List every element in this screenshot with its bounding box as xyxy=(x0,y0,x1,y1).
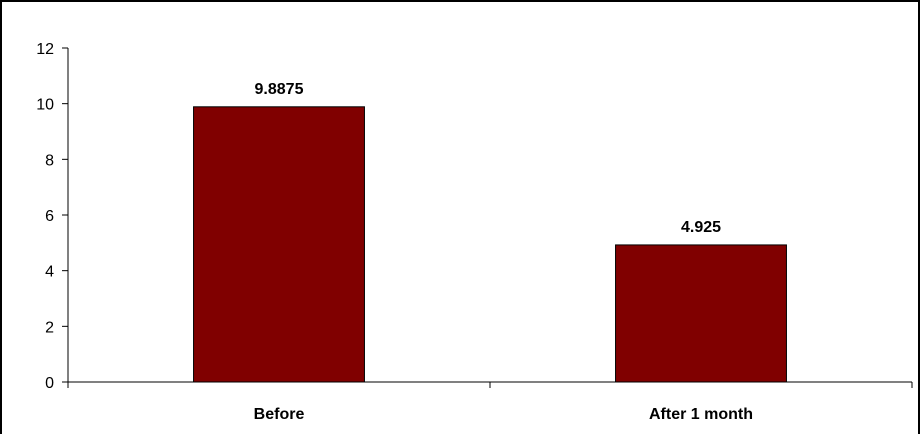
bars xyxy=(193,106,787,383)
y-tick-label: 10 xyxy=(36,97,54,114)
y-axis: 0 2 4 6 8 10 12 xyxy=(36,41,69,392)
y-tick-label: 4 xyxy=(45,264,54,281)
bar-0 xyxy=(193,106,365,383)
category-label-1: After 1 month xyxy=(649,406,753,423)
x-axis: Before After 1 month xyxy=(67,381,913,423)
y-tick-label: 0 xyxy=(45,375,54,392)
y-tick-label: 12 xyxy=(36,41,54,58)
y-tick-label: 8 xyxy=(45,152,54,169)
data-label-1: 4.925 xyxy=(681,219,721,236)
bar-1 xyxy=(615,244,787,383)
y-tick-label: 6 xyxy=(45,208,54,225)
category-label-0: Before xyxy=(254,406,305,423)
y-tick-label: 2 xyxy=(45,319,54,336)
data-labels: 9.8875 4.925 xyxy=(255,81,722,236)
data-label-0: 9.8875 xyxy=(255,81,304,98)
